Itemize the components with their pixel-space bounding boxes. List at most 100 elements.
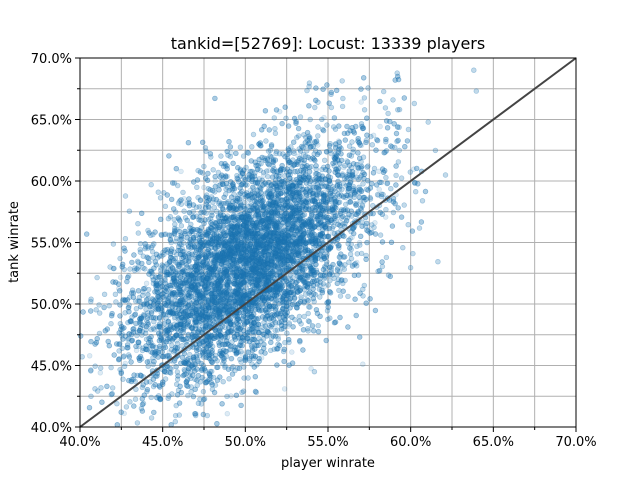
scatter-point: [227, 319, 233, 325]
scatter-point: [116, 286, 122, 292]
scatter-point: [290, 195, 296, 202]
scatter-point: [298, 296, 304, 302]
scatter-point: [224, 300, 230, 306]
scatter-point: [281, 386, 288, 392]
scatter-point: [269, 191, 276, 198]
scatter-point: [117, 274, 124, 280]
scatter-point: [297, 185, 303, 192]
scatter-point: [206, 302, 212, 309]
scatter-point: [239, 287, 245, 294]
scatter-point: [249, 231, 256, 237]
scatter-point: [275, 241, 281, 247]
scatter-point: [308, 365, 314, 372]
scatter-point: [290, 219, 296, 226]
scatter-point: [121, 410, 127, 417]
scatter-point: [347, 235, 354, 242]
scatter-point: [330, 230, 336, 236]
scatter-point: [213, 262, 220, 268]
scatter-point: [143, 280, 150, 286]
scatter-point: [335, 138, 342, 144]
scatter-point: [216, 182, 222, 189]
scatter-point: [290, 177, 297, 183]
scatter-point: [267, 265, 273, 271]
scatter-point: [315, 142, 321, 148]
scatter-point: [366, 226, 372, 233]
scatter-point: [179, 288, 186, 294]
scatter-point: [211, 279, 218, 285]
scatter-point: [375, 192, 382, 198]
scatter-point: [264, 220, 271, 226]
scatter-point: [178, 168, 184, 175]
scatter-point: [256, 301, 262, 308]
scatter-point: [172, 316, 178, 322]
scatter-point: [219, 202, 225, 208]
scatter-point: [237, 234, 243, 240]
scatter-point: [224, 251, 231, 257]
scatter-point: [383, 214, 389, 220]
scatter-point: [201, 184, 207, 191]
scatter-point: [155, 330, 162, 336]
scatter-point: [250, 336, 257, 343]
scatter-point: [201, 278, 207, 285]
scatter-point: [234, 271, 241, 277]
scatter-point: [225, 328, 231, 335]
scatter-point: [190, 286, 196, 293]
scatter-point: [318, 179, 324, 186]
scatter-point: [170, 308, 176, 314]
scatter-point: [247, 196, 254, 202]
scatter-point: [358, 142, 365, 149]
scatter-point: [175, 310, 181, 316]
scatter-point: [173, 338, 180, 344]
scatter-point: [278, 240, 284, 247]
scatter-point: [148, 267, 154, 273]
scatter-point: [318, 272, 324, 278]
scatter-point: [209, 218, 215, 225]
scatter-point: [177, 286, 183, 292]
scatter-point: [265, 251, 272, 258]
scatter-point: [222, 288, 229, 294]
scatter-point: [255, 264, 262, 270]
scatter-point: [243, 331, 250, 337]
scatter-point: [245, 279, 251, 286]
scatter-point: [296, 274, 302, 280]
scatter-point: [181, 196, 187, 202]
scatter-point: [236, 257, 242, 264]
scatter-point: [193, 322, 200, 329]
scatter-point: [293, 223, 300, 230]
scatter-point: [293, 210, 300, 217]
scatter-point: [207, 295, 213, 301]
scatter-point: [221, 302, 227, 308]
scatter-point: [325, 225, 331, 232]
scatter-point: [181, 274, 188, 281]
scatter-point: [272, 322, 279, 328]
scatter-point: [295, 153, 301, 159]
scatter-point: [159, 317, 165, 323]
scatter-point: [235, 259, 241, 265]
scatter-point: [302, 200, 308, 207]
scatter-point: [342, 215, 349, 222]
scatter-point: [302, 238, 308, 244]
scatter-point: [200, 248, 206, 254]
scatter-point: [241, 242, 248, 248]
scatter-point: [277, 260, 283, 266]
scatter-point: [185, 247, 191, 253]
scatter-point: [360, 361, 366, 367]
scatter-point: [258, 355, 265, 361]
scatter-point: [244, 254, 250, 260]
scatter-point: [376, 186, 382, 193]
scatter-point: [168, 292, 174, 298]
scatter-point: [257, 296, 264, 302]
scatter-point: [332, 142, 338, 148]
scatter-point: [186, 266, 192, 272]
scatter-point: [156, 395, 163, 401]
scatter-point: [202, 298, 209, 304]
scatter-point: [275, 333, 281, 340]
scatter-point: [199, 204, 205, 210]
scatter-point: [284, 221, 291, 227]
scatter-point: [212, 300, 218, 306]
scatter-point: [189, 302, 195, 309]
scatter-point: [228, 150, 234, 156]
scatter-point: [289, 204, 295, 210]
